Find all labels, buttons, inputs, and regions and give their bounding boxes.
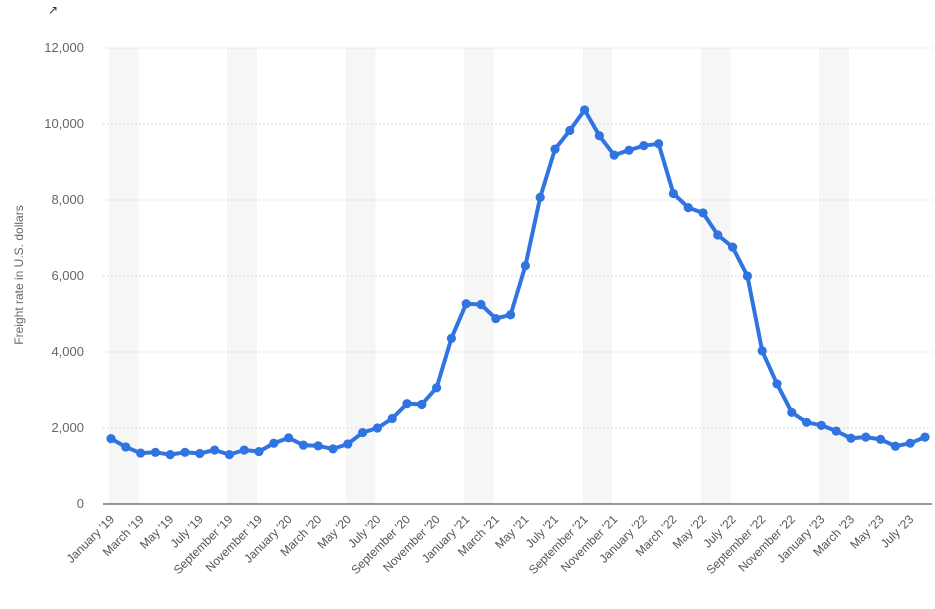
data-point[interactable] (639, 141, 649, 151)
data-point[interactable] (905, 438, 915, 448)
data-point[interactable] (313, 441, 323, 451)
data-point[interactable] (165, 450, 175, 460)
x-tick-label: July '23 (878, 512, 917, 551)
data-point[interactable] (446, 333, 456, 343)
data-point[interactable] (846, 433, 856, 443)
data-point[interactable] (210, 445, 220, 455)
corner-arrow-icon: ↗ (48, 3, 58, 17)
data-point[interactable] (565, 125, 575, 136)
data-point[interactable] (106, 434, 116, 444)
data-point[interactable] (239, 445, 249, 455)
data-point[interactable] (284, 433, 294, 443)
data-point[interactable] (550, 144, 560, 154)
data-point[interactable] (802, 417, 812, 427)
data-point[interactable] (890, 441, 901, 451)
y-axis-tick-labels: 0 2,000 4,000 6,000 8,000 10,000 12,000 (44, 40, 84, 511)
y-tick-label: 2,000 (51, 420, 84, 435)
data-point[interactable] (757, 346, 767, 356)
data-point[interactable] (343, 439, 353, 449)
data-point[interactable] (136, 448, 146, 458)
data-point[interactable] (402, 399, 412, 409)
x-tick-label: May '20 (315, 512, 355, 552)
data-point[interactable] (150, 447, 160, 457)
data-point[interactable] (698, 208, 708, 218)
data-point[interactable] (180, 447, 190, 457)
background-band (345, 48, 376, 504)
data-point[interactable] (461, 299, 471, 309)
data-point[interactable] (816, 420, 827, 430)
x-tick-label: May '19 (137, 512, 177, 552)
y-tick-label: 12,000 (44, 40, 84, 55)
data-point[interactable] (269, 438, 279, 448)
data-point[interactable] (683, 203, 693, 213)
data-point[interactable] (417, 399, 427, 410)
data-point[interactable] (506, 310, 516, 320)
data-point[interactable] (728, 242, 738, 252)
data-point[interactable] (594, 131, 605, 141)
y-tick-label: 0 (77, 496, 84, 511)
data-point[interactable] (520, 261, 531, 271)
data-point[interactable] (195, 448, 205, 459)
data-point[interactable] (387, 413, 397, 424)
data-point[interactable] (876, 434, 886, 444)
data-point[interactable] (713, 230, 723, 240)
y-tick-label: 10,000 (44, 116, 84, 131)
data-point[interactable] (772, 379, 782, 389)
x-tick-label: May '22 (670, 512, 710, 552)
y-tick-label: 4,000 (51, 344, 84, 359)
data-point[interactable] (432, 383, 442, 393)
data-point[interactable] (624, 145, 634, 155)
data-point[interactable] (668, 188, 679, 199)
horizontal-gridlines (103, 47, 932, 505)
y-tick-label: 6,000 (51, 268, 84, 283)
series-line-group (106, 105, 930, 460)
data-point[interactable] (358, 427, 368, 438)
data-point[interactable] (372, 423, 382, 433)
y-tick-label: 8,000 (51, 192, 84, 207)
data-point[interactable] (254, 446, 264, 457)
x-tick-label: May '23 (847, 512, 887, 552)
data-point[interactable] (787, 407, 797, 418)
data-point[interactable] (742, 271, 753, 281)
data-point[interactable] (609, 150, 619, 160)
data-point[interactable] (654, 139, 664, 149)
data-point[interactable] (920, 432, 930, 442)
data-point[interactable] (861, 432, 871, 442)
data-point[interactable] (580, 105, 590, 115)
x-tick-label: May '21 (492, 512, 532, 552)
data-point[interactable] (476, 299, 486, 310)
data-point[interactable] (831, 426, 841, 436)
data-point[interactable] (328, 444, 338, 454)
data-point[interactable] (224, 450, 234, 460)
data-point[interactable] (298, 440, 308, 450)
data-point[interactable] (121, 442, 131, 452)
data-point[interactable] (491, 313, 501, 324)
y-axis-title: Freight rate in U.S. dollars (12, 205, 26, 344)
data-point[interactable] (535, 192, 545, 202)
